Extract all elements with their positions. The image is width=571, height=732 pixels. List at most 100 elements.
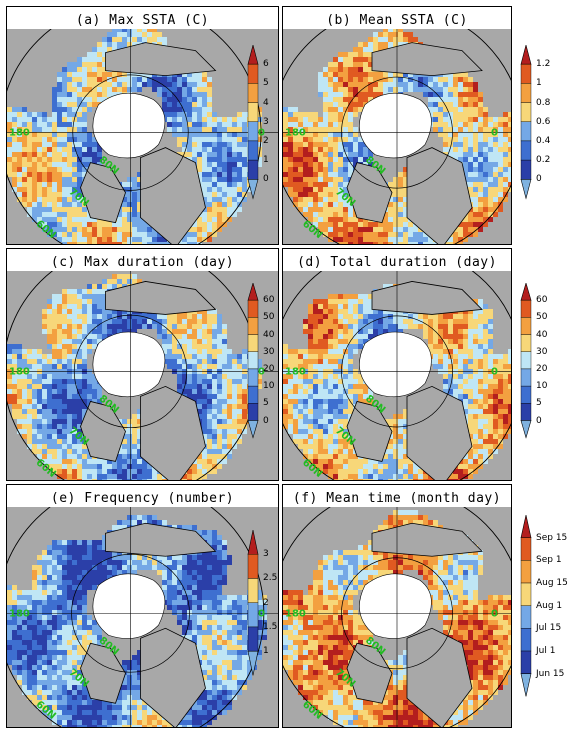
- colorbar-e: 3 2.5 2 1.5 1: [247, 530, 287, 690]
- colorbar-bottom-arrow: [247, 650, 259, 676]
- colorbar-segment: [520, 368, 532, 387]
- panel-c: (c) Max duration (day) 180 0 80N 70N 60N: [6, 248, 279, 481]
- colorbar-segment: [247, 351, 259, 370]
- colorbar-tick: 0.2: [536, 155, 551, 166]
- siberia-coast: [105, 522, 217, 557]
- archipelago-landmass: [80, 162, 126, 224]
- colorbar-tick: 0: [263, 415, 269, 426]
- colorbar-segment: [520, 385, 532, 404]
- colorbar-tick: 2: [263, 597, 269, 608]
- colorbar-segment: [520, 83, 532, 103]
- siberia-coast: [105, 281, 217, 315]
- colorbar-segment: [247, 554, 259, 579]
- panel-a: (a) Max SSTA (C) 180 0 80N 70N 60N: [6, 6, 279, 245]
- colorbar-tick: 50: [263, 312, 275, 323]
- panel-title-b: (b) Mean SSTA (C): [326, 13, 468, 28]
- lon-label-0: 0: [258, 128, 265, 139]
- colorbar-tick: 5: [263, 398, 269, 409]
- sea-ice-region: [359, 92, 432, 159]
- colorbar-tick: 40: [536, 329, 548, 340]
- archipelago-landmass: [80, 400, 126, 462]
- colorbar-tick: 60: [536, 295, 548, 306]
- lon-label-180: 180: [285, 128, 306, 139]
- panel-f: (f) Mean time (month day) 180 0 80N 70N 60N: [282, 484, 512, 728]
- colorbar-tick: 30: [263, 346, 275, 357]
- colorbar-tick: Aug 15: [536, 578, 568, 589]
- colorbar-top-arrow: [247, 283, 259, 301]
- colorbar-tick: Jul 15: [536, 623, 562, 634]
- colorbar-tick: 30: [536, 346, 548, 357]
- colorbar-segment: [520, 63, 532, 84]
- colorbar-gradient: [520, 515, 532, 697]
- colorbar-segment: [247, 368, 259, 387]
- colorbar-tick: 10: [263, 381, 275, 392]
- archipelago-landmass: [346, 162, 393, 224]
- colorbar-tick: Jun 15: [536, 668, 565, 679]
- colorbar-segment: [520, 334, 532, 352]
- lon-label-180: 180: [285, 608, 306, 619]
- colorbar-gradient: [247, 530, 259, 676]
- colorbar-tick: 2.5: [263, 573, 278, 584]
- greenland-landmass: [406, 385, 473, 480]
- panel-title-f: (f) Mean time (month day): [292, 491, 502, 506]
- panel-b: (b) Mean SSTA (C) 180 0 80N 70N 60N: [282, 6, 512, 245]
- colorbar-gradient: [247, 45, 259, 200]
- siberia-coast: [105, 42, 217, 77]
- colorbar-tick: 1: [263, 155, 269, 166]
- panel-e: (e) Frequency (number) 180 0 80N 70N 60N: [6, 484, 279, 728]
- lon-label-180: 180: [9, 608, 30, 619]
- colorbar-tick: 0: [536, 415, 542, 426]
- panel-d: (d) Total duration (day) 180 0 80N 70N 60N: [282, 248, 512, 481]
- sea-ice-region: [92, 573, 166, 639]
- colorbar-top-arrow: [520, 45, 532, 65]
- colorbar-tick: 0.4: [536, 135, 551, 146]
- colorbar-tick: 1.2: [536, 59, 551, 70]
- colorbar-tick: 60: [263, 295, 275, 306]
- greenland-landmass: [406, 627, 473, 727]
- colorbar-segment: [520, 121, 532, 142]
- greenland-landmass: [140, 147, 206, 244]
- colorbar-tick: 20: [263, 363, 275, 374]
- colorbar-tick: 5: [536, 398, 542, 409]
- lon-label-0: 0: [491, 608, 498, 619]
- colorbar-a: 6 5 4 3 2 1 0: [247, 45, 287, 210]
- sea-ice-region: [92, 331, 166, 398]
- archipelago-landmass: [346, 642, 393, 704]
- colorbar-segment: [247, 102, 259, 122]
- colorbar-segment: [247, 121, 259, 142]
- archipelago-landmass: [80, 642, 126, 704]
- colorbar-segment: [520, 299, 532, 318]
- sea-ice-region: [359, 331, 432, 398]
- colorbar-segment: [520, 605, 532, 629]
- colorbar-bottom-arrow: [520, 420, 532, 439]
- colorbar-tick: 1: [263, 646, 269, 657]
- panel-title-e: (e) Frequency (number): [50, 491, 235, 506]
- colorbar-segment: [520, 102, 532, 122]
- colorbar-tick: 50: [536, 312, 548, 323]
- colorbar-tick: 0: [536, 174, 542, 185]
- colorbar-top-arrow: [520, 515, 532, 538]
- colorbar-segment: [520, 628, 532, 652]
- colorbar-top-arrow: [247, 530, 259, 555]
- colorbar-tick: 1.5: [263, 621, 278, 632]
- colorbar-tick: 5: [263, 78, 269, 89]
- colorbar-tick: 20: [536, 363, 548, 374]
- lon-label-180: 180: [9, 366, 30, 377]
- colorbar-bottom-arrow: [520, 179, 532, 200]
- greenland-landmass: [406, 147, 473, 244]
- colorbar-top-arrow: [520, 283, 532, 301]
- lon-label-0: 0: [258, 608, 265, 619]
- colorbar-gradient: [520, 283, 532, 439]
- colorbar-bottom-arrow: [247, 179, 259, 200]
- colorbar-bottom-arrow: [247, 420, 259, 439]
- greenland-landmass: [140, 627, 206, 727]
- colorbar-segment: [520, 140, 532, 161]
- colorbar-segment: [520, 317, 532, 335]
- colorbar-segment: [520, 351, 532, 370]
- colorbar-segment: [247, 385, 259, 404]
- lon-label-0: 0: [258, 366, 265, 377]
- colorbar-segment: [520, 403, 532, 421]
- colorbar-segment: [247, 140, 259, 161]
